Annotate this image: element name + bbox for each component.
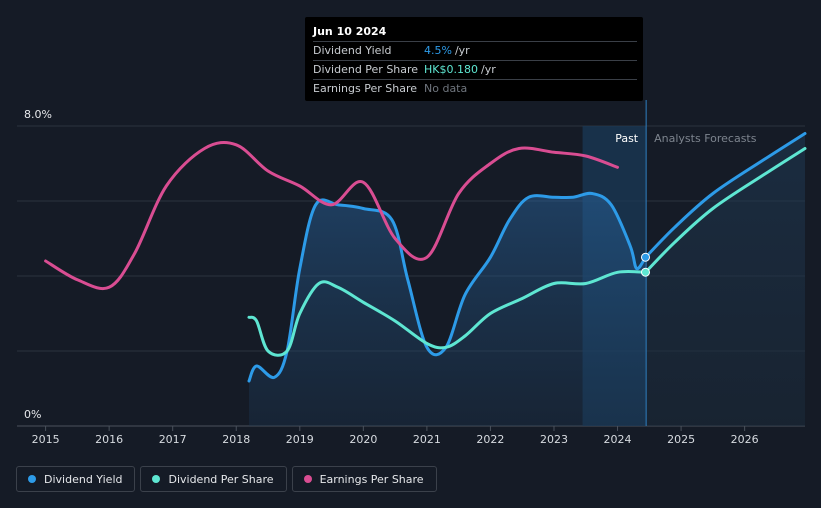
tooltip-value: No data (424, 82, 468, 95)
series-line-dividend-per-share-forecast (644, 147, 807, 274)
y-axis-top-label: 8.0% (24, 108, 52, 121)
series-line-earnings-per-share (44, 140, 619, 291)
legend-dot-icon (28, 475, 36, 483)
forecast-label: Analysts Forecasts (654, 132, 757, 145)
legend: Dividend Yield Dividend Per Share Earnin… (16, 466, 437, 492)
tooltip-label: Dividend Per Share (313, 63, 419, 76)
past-label: Past (615, 132, 639, 145)
legend-item-dividend-yield[interactable]: Dividend Yield (16, 466, 136, 492)
tooltip-row-dividend-per-share: Dividend Per Share HK$0.180 /yr (313, 60, 637, 79)
series-line-dividend-yield-forecast (644, 132, 807, 259)
x-tick-label: 2019 (286, 433, 314, 446)
forecast-area (645, 133, 805, 426)
tooltip-value: 4.5% (424, 44, 452, 57)
y-axis-bottom-label: 0% (24, 408, 41, 421)
tooltip: Jun 10 2024 Dividend Yield 4.5% /yr Divi… (305, 17, 643, 101)
legend-dot-icon (152, 475, 161, 483)
tooltip-label: Earnings Per Share (313, 82, 418, 95)
series-line-dividend-per-share (247, 269, 647, 357)
dividend-yield-area (249, 193, 646, 426)
x-tick-label: 2023 (540, 433, 568, 446)
x-tick-label: 2020 (349, 433, 377, 446)
legend-label: Dividend Per Share (168, 472, 274, 486)
tooltip-date: Jun 10 2024 (313, 25, 387, 38)
legend-item-dividend-per-share[interactable]: Dividend Per Share (140, 466, 287, 492)
legend-label: Earnings Per Share (319, 472, 424, 486)
tooltip-row-earnings-per-share: Earnings Per Share No data (313, 79, 637, 98)
legend-item-earnings-per-share[interactable]: Earnings Per Share (291, 466, 437, 492)
x-tick-label: 2026 (731, 433, 759, 446)
hover-marker (640, 267, 650, 277)
hover-marker (640, 252, 650, 262)
x-tick-label: 2015 (32, 433, 60, 446)
x-tick-label: 2025 (667, 433, 695, 446)
x-tick-label: 2017 (159, 433, 187, 446)
series-line-dividend-yield (247, 191, 647, 383)
tooltip-label: Dividend Yield (313, 44, 392, 57)
tooltip-unit: /yr (480, 63, 496, 76)
x-tick-label: 2021 (413, 433, 441, 446)
tooltip-value: HK$0.180 (424, 63, 478, 76)
x-tick-label: 2024 (604, 433, 632, 446)
tooltip-row-dividend-yield: Dividend Yield 4.5% /yr (313, 41, 637, 60)
legend-dot-icon (303, 475, 312, 483)
dividend-chart: 8.0% 0% Past Analysts Forecasts 2015 2016 2017… (17, 100, 807, 446)
tooltip-unit: /yr (454, 44, 470, 57)
x-tick-label: 2018 (222, 433, 250, 446)
x-tick-label: 2022 (476, 433, 504, 446)
legend-label: Dividend Yield (44, 472, 123, 486)
x-tick-label: 2016 (95, 433, 123, 446)
